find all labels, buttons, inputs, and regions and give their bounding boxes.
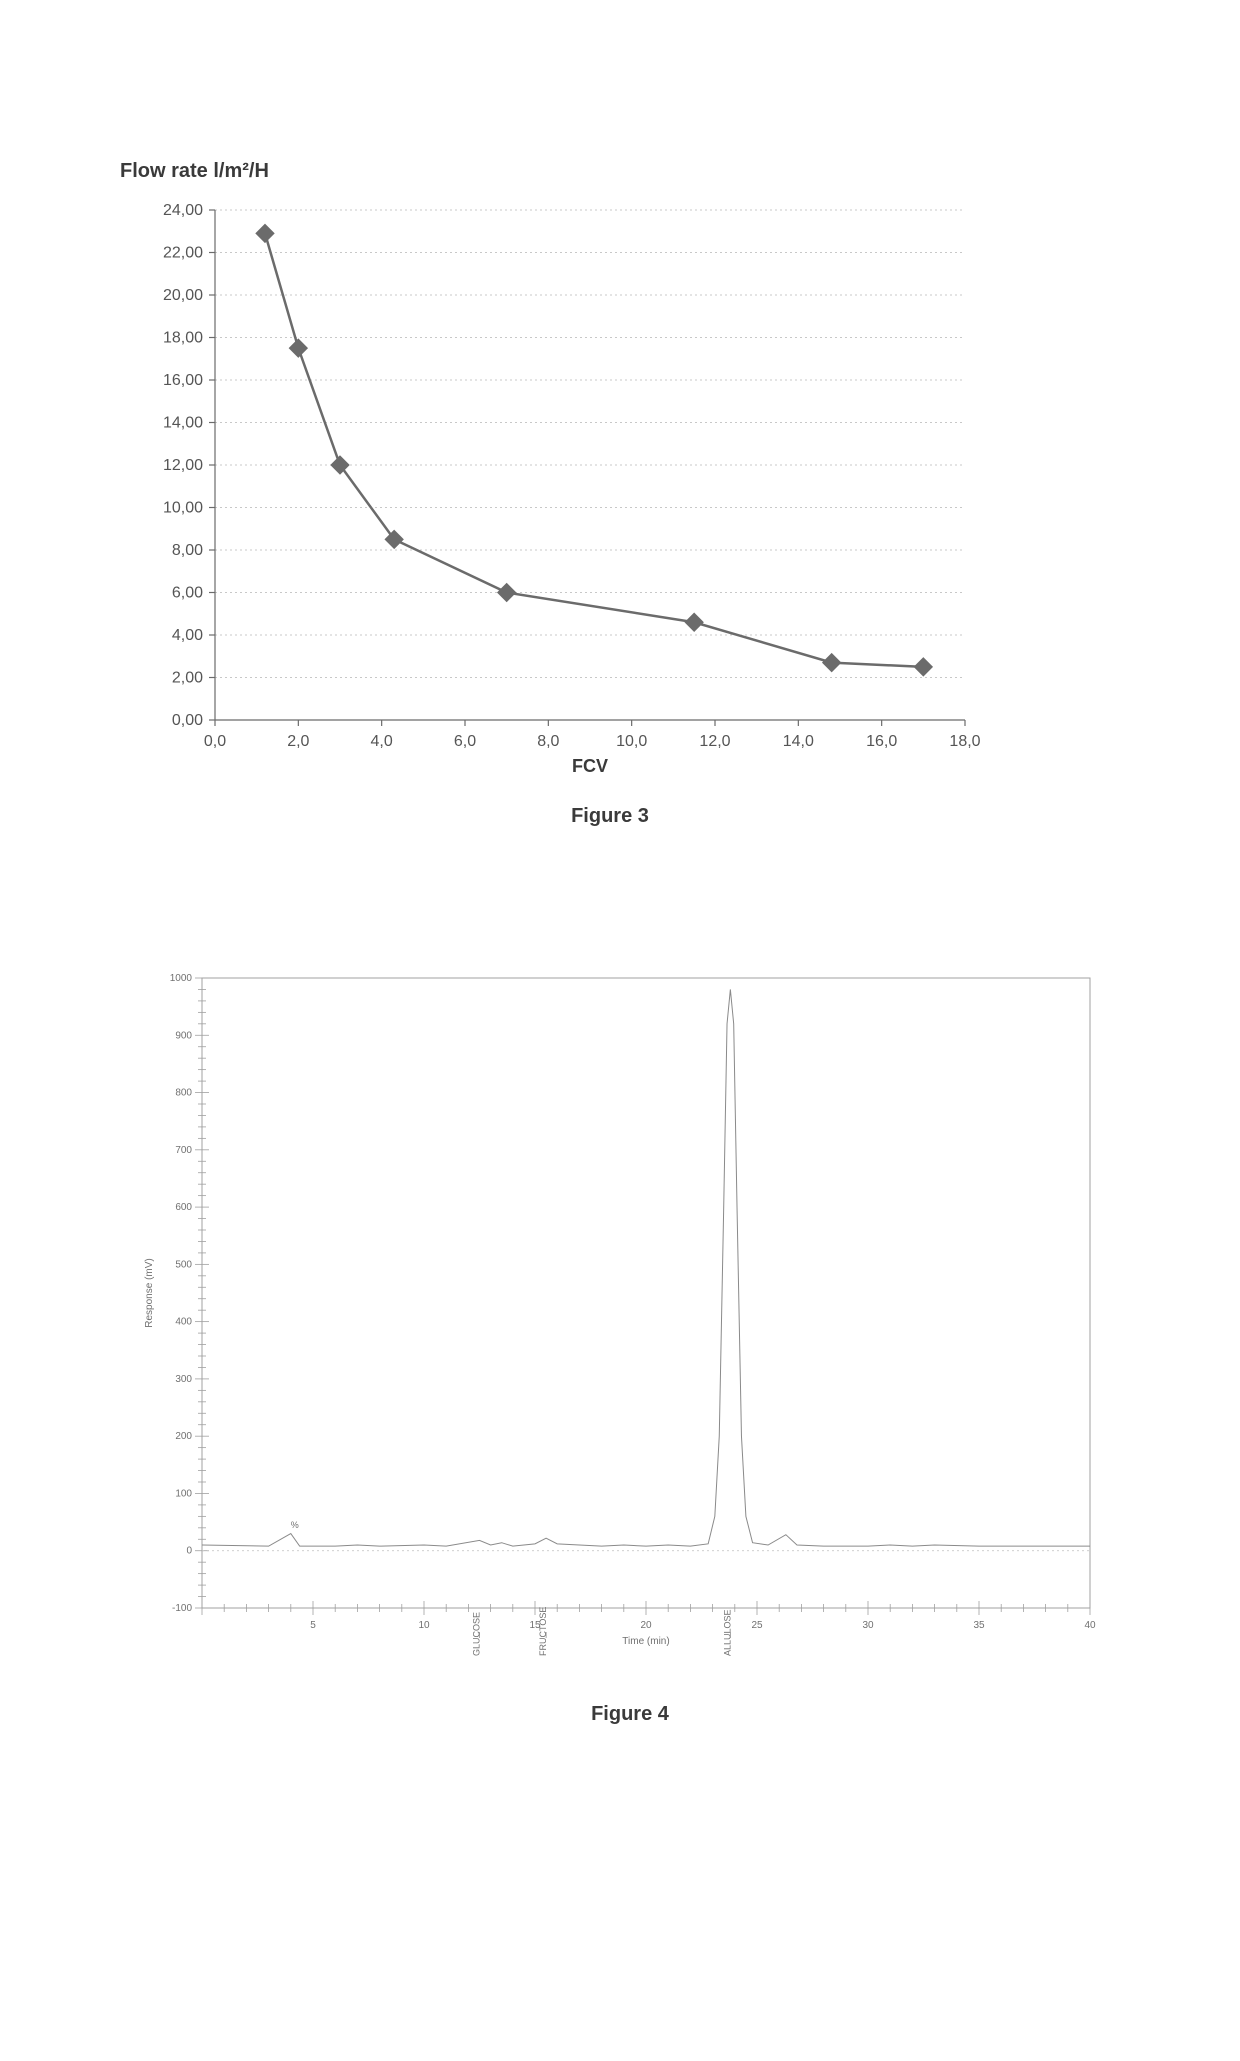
svg-text:30: 30 <box>862 1620 874 1631</box>
svg-text:-100: -100 <box>172 1603 192 1614</box>
figure-3-caption: Figure 3 <box>120 805 1100 828</box>
svg-text:FRUCTOSE: FRUCTOSE <box>538 1607 548 1656</box>
svg-text:25: 25 <box>751 1620 763 1631</box>
svg-text:10: 10 <box>418 1620 430 1631</box>
svg-text:600: 600 <box>175 1202 192 1213</box>
figure-3-title: Flow rate l/m²/H <box>120 160 269 183</box>
svg-text:14,00: 14,00 <box>163 415 203 432</box>
svg-text:16,00: 16,00 <box>163 372 203 389</box>
page: Flow rate l/m²/H 0,002,004,006,008,0010,… <box>0 0 1240 2061</box>
svg-text:12,0: 12,0 <box>699 733 730 750</box>
svg-text:24,00: 24,00 <box>163 202 203 219</box>
figure-4-chart: -100010020030040050060070080090010005101… <box>130 958 1110 1678</box>
svg-text:800: 800 <box>175 1088 192 1099</box>
svg-text:FCV: FCV <box>572 756 608 776</box>
svg-text:16,0: 16,0 <box>866 733 897 750</box>
svg-text:Time (min): Time (min) <box>622 1636 669 1647</box>
svg-text:900: 900 <box>175 1030 192 1041</box>
svg-text:200: 200 <box>175 1431 192 1442</box>
svg-text:20: 20 <box>640 1620 652 1631</box>
svg-text:1000: 1000 <box>170 973 193 984</box>
svg-text:8,00: 8,00 <box>172 542 203 559</box>
svg-text:22,00: 22,00 <box>163 245 203 262</box>
figure-3-chart: 0,002,004,006,008,0010,0012,0014,0016,00… <box>120 190 990 780</box>
svg-text:500: 500 <box>175 1259 192 1270</box>
svg-text:18,00: 18,00 <box>163 330 203 347</box>
svg-text:0,0: 0,0 <box>204 733 226 750</box>
svg-text:400: 400 <box>175 1317 192 1328</box>
svg-text:10,00: 10,00 <box>163 500 203 517</box>
svg-text:Response (mV): Response (mV) <box>144 1258 155 1327</box>
svg-text:18,0: 18,0 <box>949 733 980 750</box>
svg-text:12,00: 12,00 <box>163 457 203 474</box>
svg-text:GLUCOSE: GLUCOSE <box>472 1612 482 1656</box>
svg-text:0: 0 <box>186 1546 192 1557</box>
svg-text:20,00: 20,00 <box>163 287 203 304</box>
svg-text:100: 100 <box>175 1488 192 1499</box>
svg-text:0,00: 0,00 <box>172 712 203 729</box>
svg-text:40: 40 <box>1084 1620 1096 1631</box>
figure-4-caption: Figure 4 <box>130 1703 1130 1726</box>
svg-text:2,0: 2,0 <box>287 733 309 750</box>
svg-text:ALLULOSE: ALLULOSE <box>722 1609 732 1656</box>
svg-text:%: % <box>291 1520 299 1530</box>
svg-text:4,0: 4,0 <box>371 733 393 750</box>
svg-text:6,00: 6,00 <box>172 585 203 602</box>
svg-text:8,0: 8,0 <box>537 733 559 750</box>
svg-text:14,0: 14,0 <box>783 733 814 750</box>
svg-text:35: 35 <box>973 1620 985 1631</box>
svg-text:5: 5 <box>310 1620 316 1631</box>
svg-text:6,0: 6,0 <box>454 733 476 750</box>
svg-text:300: 300 <box>175 1374 192 1385</box>
svg-text:2,00: 2,00 <box>172 670 203 687</box>
svg-text:4,00: 4,00 <box>172 627 203 644</box>
svg-text:700: 700 <box>175 1145 192 1156</box>
figure-4-block: -100010020030040050060070080090010005101… <box>130 958 1130 1726</box>
figure-3-block: Flow rate l/m²/H 0,002,004,006,008,0010,… <box>120 190 1100 828</box>
svg-text:10,0: 10,0 <box>616 733 647 750</box>
